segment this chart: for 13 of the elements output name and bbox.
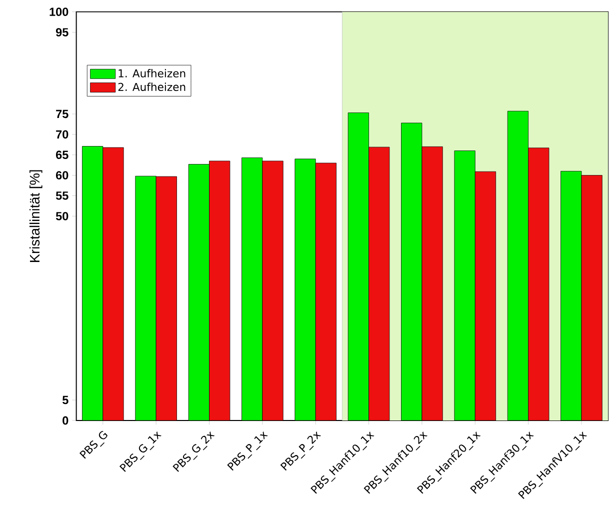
- y-tick-label: 60: [56, 171, 68, 180]
- y-tick-label: 75: [56, 110, 68, 118]
- y-tick-label: 100: [50, 8, 68, 16]
- y-tick-label: 65: [56, 150, 68, 159]
- y-tick-label: 0: [62, 416, 68, 425]
- y-tick-label: 5: [62, 396, 68, 404]
- y-tick-label: 70: [56, 130, 68, 139]
- y-tick-label: 95: [56, 28, 68, 36]
- y-tick-label: 50: [56, 212, 68, 220]
- y-tick-label: 55: [56, 192, 68, 200]
- legend-label: 1. Aufheizen: [118, 69, 186, 78]
- legend-label: 2. Aufheizen: [118, 82, 186, 92]
- y-axis-title: Kristallinität [%]: [29, 170, 42, 262]
